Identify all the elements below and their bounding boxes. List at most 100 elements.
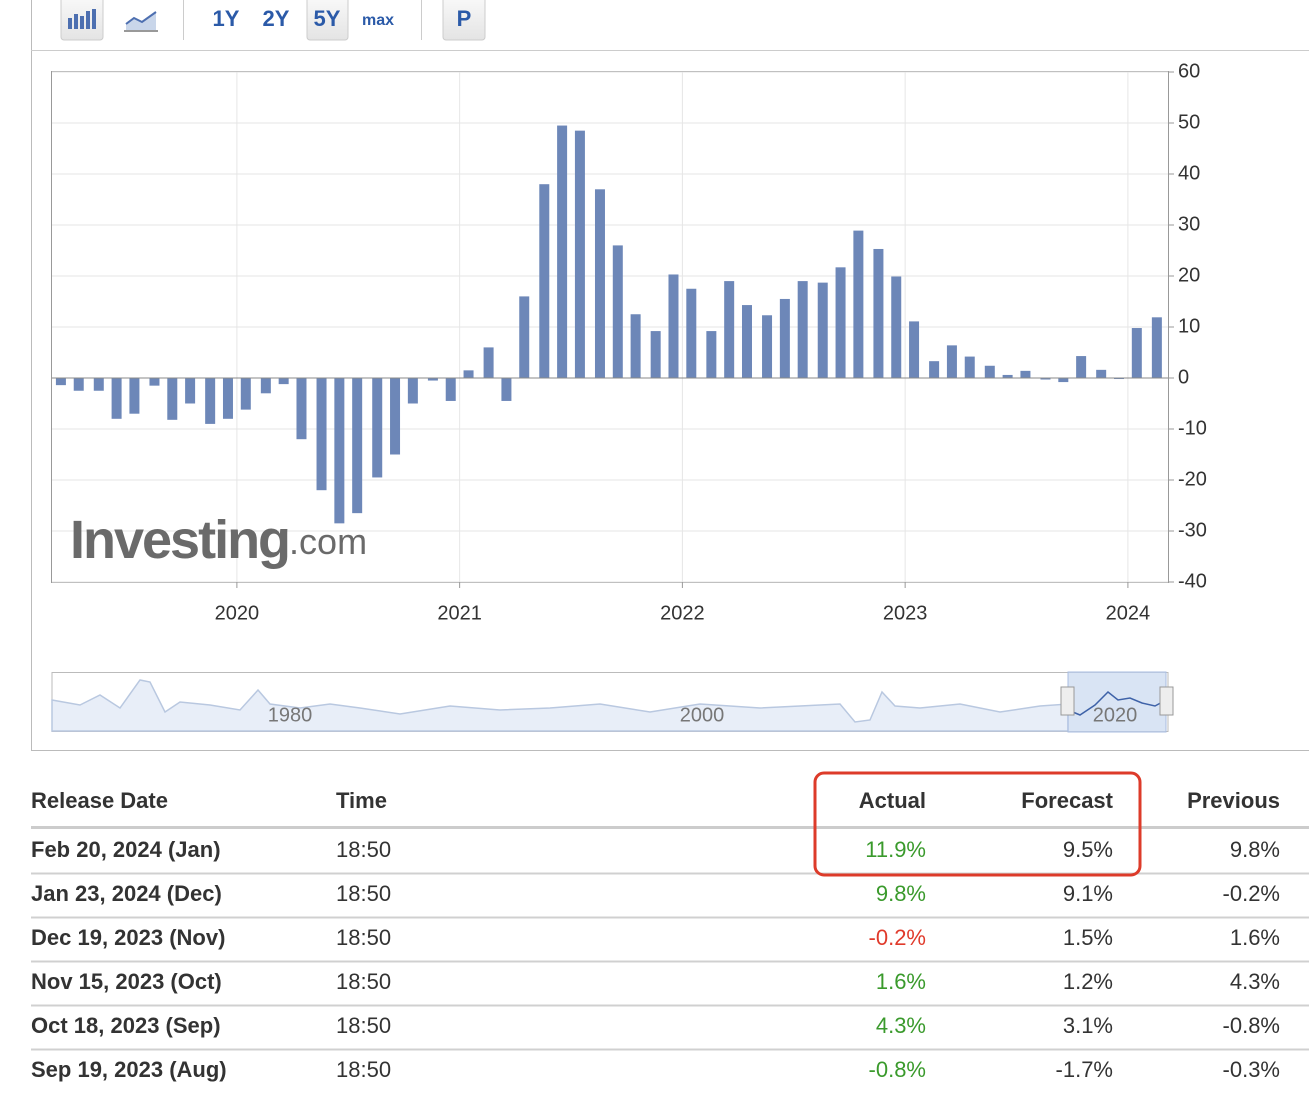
y-tick-label: -20 [1178, 468, 1207, 490]
table-cell: 1.5% [1063, 925, 1113, 950]
bar [909, 321, 920, 378]
x-tick-label: 2023 [883, 602, 928, 624]
bar [594, 189, 605, 378]
table-cell: 1.6% [876, 969, 926, 994]
y-tick-label: 30 [1178, 213, 1200, 235]
range-button[interactable]: max [362, 12, 394, 29]
navigator-label: 2000 [680, 704, 725, 726]
navigator-handle[interactable] [1060, 686, 1075, 716]
table-cell: 4.3% [876, 1013, 926, 1038]
bar [835, 267, 846, 378]
line-chart-button[interactable] [124, 11, 158, 32]
y-tick-label: 10 [1178, 315, 1200, 337]
table-cell: -0.2% [869, 925, 926, 950]
navigator-sparkline [51, 679, 1069, 732]
bar [946, 345, 957, 378]
bar [1131, 328, 1142, 378]
navigator-label: 2020 [1093, 704, 1138, 726]
p-button[interactable] [442, 0, 486, 41]
release-date: Oct 18, 2023 (Sep) [31, 1013, 221, 1038]
p-label[interactable]: P [457, 6, 472, 31]
table-cell: 1.2% [1063, 969, 1113, 994]
range-button[interactable]: 1Y [213, 6, 240, 31]
bar [296, 378, 307, 440]
table-cell: 9.1% [1063, 881, 1113, 906]
bar [501, 378, 512, 401]
y-tick-label: 0 [1178, 366, 1189, 388]
bar [574, 130, 585, 378]
bar [612, 245, 623, 378]
bar [539, 184, 550, 378]
table-cell: 4.3% [1230, 969, 1280, 994]
bar [316, 378, 327, 491]
range-button[interactable]: 5Y [314, 6, 341, 31]
bar [73, 378, 84, 391]
table-cell: 18:50 [336, 925, 391, 950]
table-cell: 3.1% [1063, 1013, 1113, 1038]
active-range-button[interactable] [306, 0, 349, 41]
range-button[interactable]: 2Y [263, 6, 290, 31]
column-header: Time [336, 788, 387, 813]
table-cell: -0.3% [1223, 1057, 1280, 1082]
bar [352, 378, 363, 514]
bar [111, 378, 122, 419]
watermark-suffix: .com [289, 521, 367, 562]
y-tick-label: 60 [1178, 60, 1200, 82]
highlight-box [813, 771, 1142, 877]
column-header: Forecast [1021, 788, 1113, 813]
navigator-handle[interactable] [1159, 686, 1174, 716]
bar [427, 378, 438, 381]
x-tick-label: 2021 [437, 602, 482, 624]
bar [1020, 370, 1031, 378]
y-tick-label: 50 [1178, 111, 1200, 133]
navigator-selected-line [1067, 690, 1167, 716]
bar [964, 356, 975, 378]
bar [278, 378, 289, 385]
table-cell: 18:50 [336, 1013, 391, 1038]
bar [762, 315, 773, 378]
table-cell: 9.8% [1230, 837, 1280, 862]
column-header: Actual [859, 788, 926, 813]
toolbar: 1Y 2Y 5Y max P [60, 0, 486, 41]
bar [372, 378, 383, 478]
bar [1002, 374, 1013, 378]
x-tick-label: 2020 [215, 602, 260, 624]
bar [185, 378, 196, 404]
bar [797, 281, 808, 378]
bar [407, 378, 418, 404]
release-date: Sep 19, 2023 (Aug) [31, 1057, 227, 1082]
y-tick-label: 20 [1178, 264, 1200, 286]
navigator: 1980 2000 2020 [51, 671, 1174, 733]
release-date: Feb 20, 2024 (Jan) [31, 837, 221, 862]
table-cell: 18:50 [336, 837, 391, 862]
x-tick-label: 2022 [660, 602, 705, 624]
bar [222, 378, 233, 419]
y-tick-label: -40 [1178, 570, 1207, 592]
bar [779, 298, 790, 378]
bar [853, 230, 864, 378]
table-cell: 18:50 [336, 881, 391, 906]
table-cell: 1.6% [1230, 925, 1280, 950]
table-cell: -0.8% [869, 1057, 926, 1082]
bar [630, 314, 641, 378]
bar [205, 378, 216, 424]
release-date: Dec 19, 2023 (Nov) [31, 925, 225, 950]
watermark-brand: Investing [70, 510, 289, 570]
x-tick-label: 2024 [1106, 602, 1151, 624]
bar [483, 347, 494, 378]
bar [650, 331, 661, 378]
column-header: Release Date [31, 788, 168, 813]
bar [686, 288, 697, 378]
bar [129, 378, 140, 414]
bar [55, 378, 66, 386]
bar [873, 248, 884, 378]
bar [557, 125, 568, 378]
y-tick-label: -30 [1178, 519, 1207, 541]
bar [390, 378, 401, 455]
bar [1113, 378, 1124, 380]
bar [260, 378, 271, 394]
table-cell: 18:50 [336, 1057, 391, 1082]
bar [817, 282, 828, 378]
